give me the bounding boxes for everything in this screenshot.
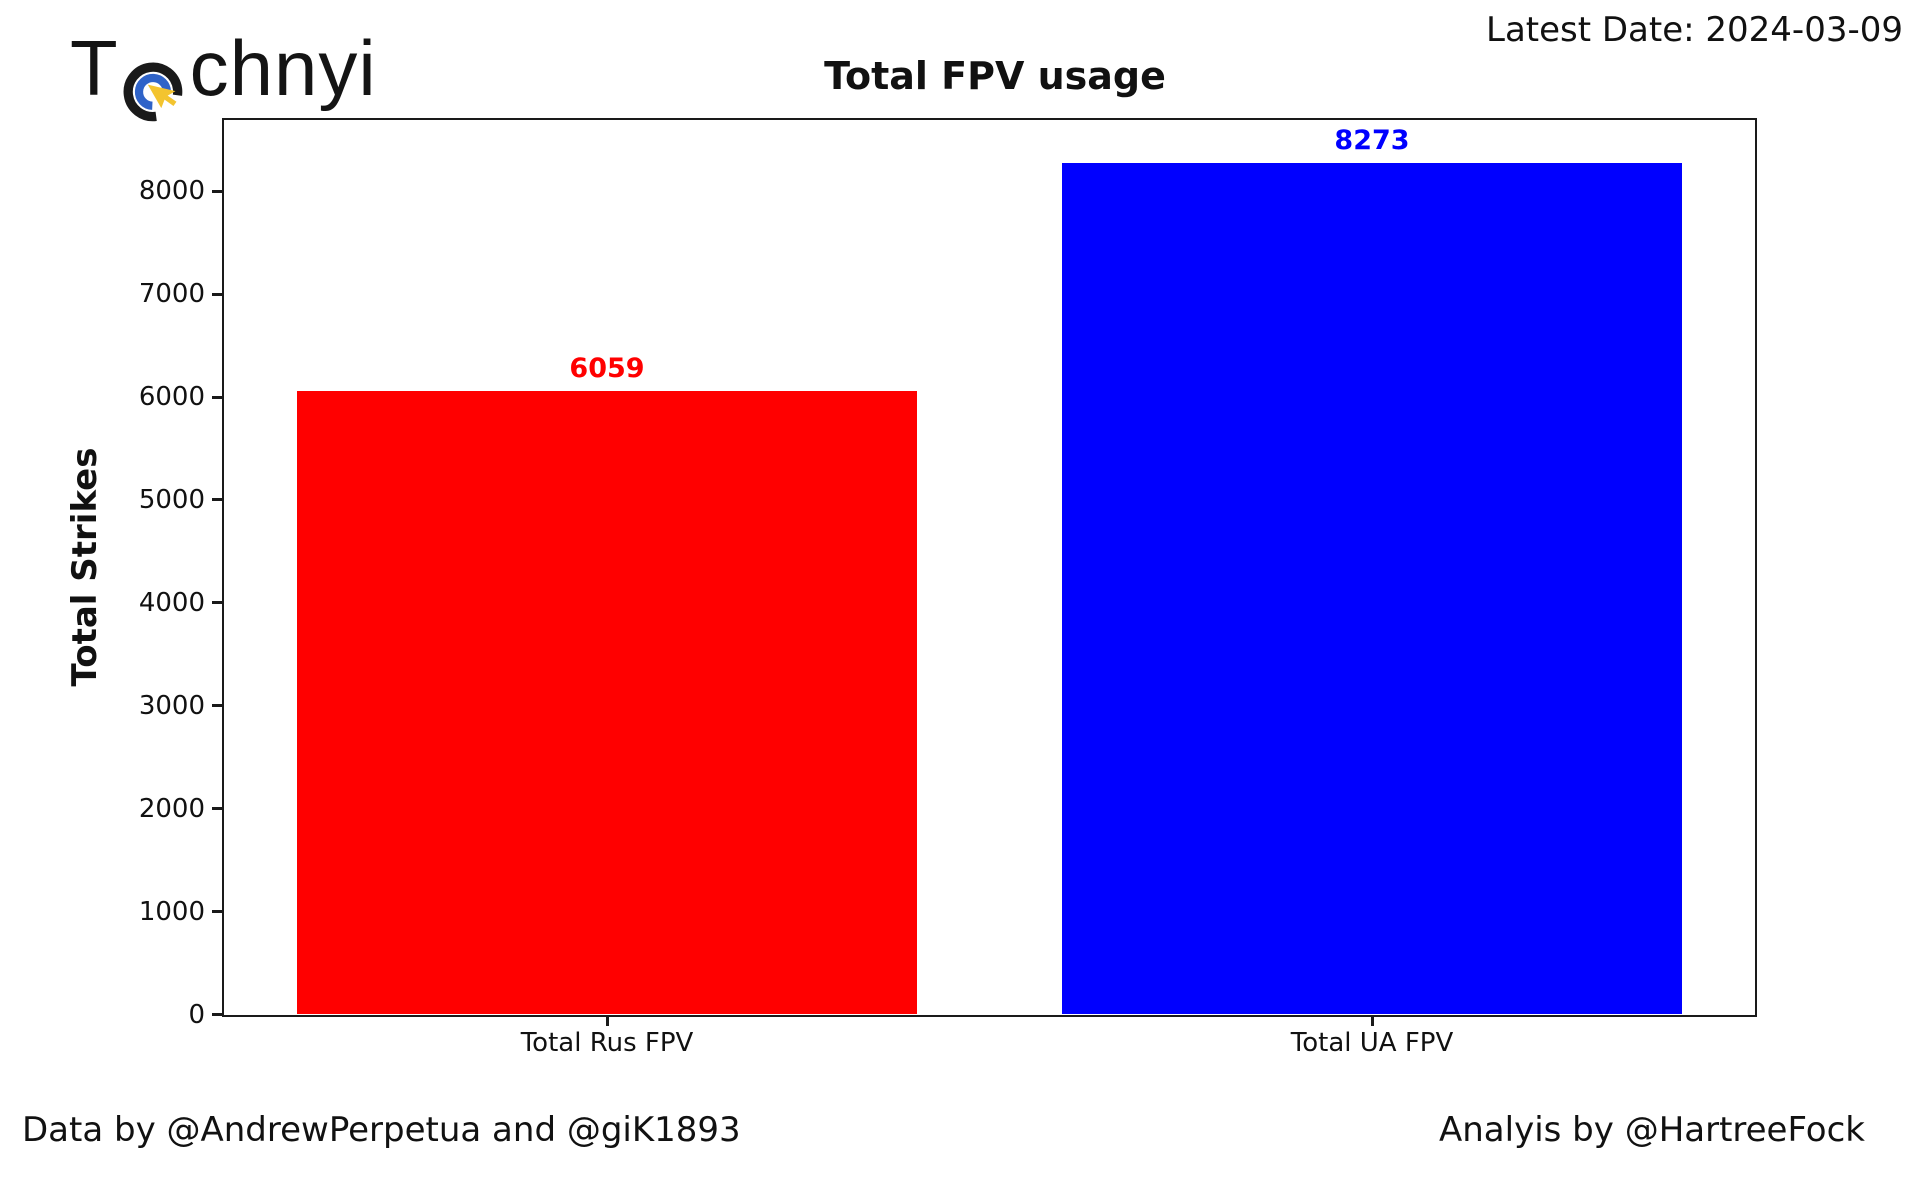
y-tick-mark xyxy=(212,910,222,914)
y-tick-mark xyxy=(212,807,222,811)
y-tick-mark xyxy=(212,1013,222,1016)
y-tick-label: 0 xyxy=(188,999,205,1030)
y-tick-label: 5000 xyxy=(138,484,205,515)
data-credit-text: Data by @AndrewPerpetua and @giK1893 xyxy=(22,1110,741,1150)
bar-value-label: 6059 xyxy=(569,352,645,384)
analysis-credit-text: Analyis by @HartreeFock xyxy=(1439,1110,1865,1150)
logo: T chnyi xyxy=(70,18,377,128)
y-tick-label: 1000 xyxy=(138,896,205,927)
y-tick-label: 7000 xyxy=(138,279,205,310)
y-tick-mark xyxy=(212,704,222,708)
x-tick-label: Total Rus FPV xyxy=(520,1028,694,1058)
y-tick-mark xyxy=(212,498,222,502)
y-tick-mark xyxy=(212,189,222,193)
cursor-target-icon xyxy=(123,62,182,122)
latest-date-label: Latest Date: 2024-03-09 xyxy=(1486,10,1903,50)
bar-total-rus-fpv xyxy=(297,390,917,1015)
y-tick-mark xyxy=(212,395,222,399)
y-tick-label: 2000 xyxy=(138,793,205,824)
x-tick-label: Total UA FPV xyxy=(1290,1028,1454,1058)
y-tick-label: 8000 xyxy=(138,176,205,207)
bar-total-ua-fpv xyxy=(1062,163,1682,1015)
y-tick-mark xyxy=(212,292,222,296)
logo-text-suffix: chnyi xyxy=(189,24,377,112)
x-tick-mark xyxy=(1370,1016,1374,1026)
logo-text-prefix: T xyxy=(70,24,119,112)
y-tick-label: 4000 xyxy=(138,587,205,618)
chart-title: Total FPV usage xyxy=(824,54,1166,98)
y-tick-mark xyxy=(212,601,222,605)
y-tick-label: 3000 xyxy=(138,690,205,721)
x-tick-mark xyxy=(605,1016,609,1026)
y-tick-label: 6000 xyxy=(138,382,205,413)
bar-value-label: 8273 xyxy=(1334,125,1410,157)
